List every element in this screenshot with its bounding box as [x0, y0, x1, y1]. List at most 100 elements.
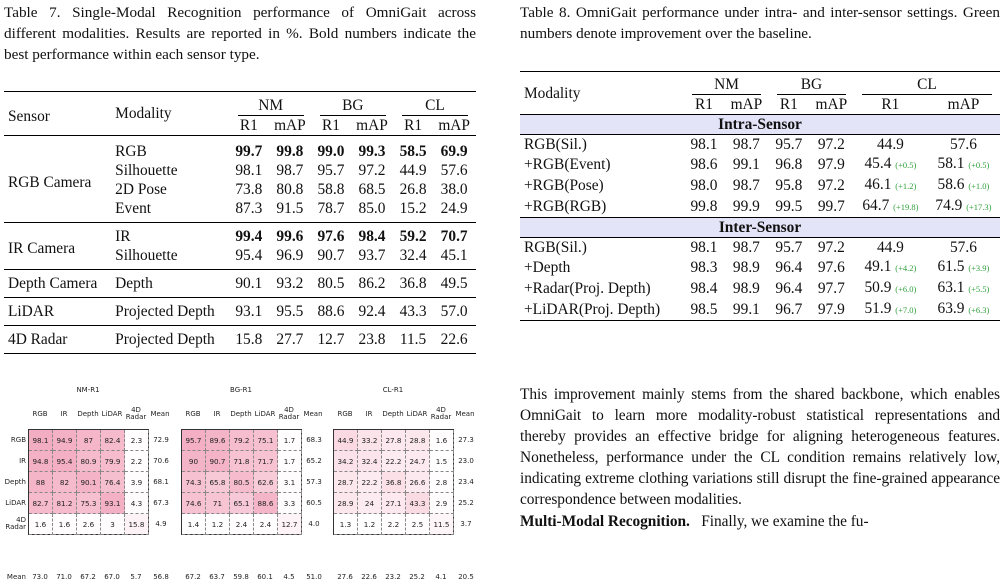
value-cell: 96.7: [768, 299, 809, 321]
value-cell: 63.9 (+6.3): [926, 299, 1000, 321]
bold-value: 99.0: [317, 143, 345, 160]
delta-value: (+7.0): [895, 305, 917, 315]
modality-cell: RGB(Sil.): [524, 136, 587, 153]
bold-value: 58.5: [399, 143, 427, 160]
column-mean: 60.1: [257, 573, 273, 581]
value-cell: 68.5: [358, 181, 386, 198]
value-cell: 97.7: [809, 278, 854, 299]
column-mean: 73.0: [32, 573, 48, 581]
value-cell: 11.5: [393, 325, 433, 354]
modality-cell: +Radar(Proj. Depth): [524, 280, 651, 297]
header-r1: R1: [239, 117, 258, 134]
value-cell: 98.7: [724, 135, 769, 155]
table7: Sensor Modality NM BG CL R1 mAP R1 mAP R1 mAP RGB C…: [4, 91, 476, 354]
heatmap-cell: 95.4: [53, 451, 77, 472]
value: 46.1: [864, 176, 892, 193]
value-cell: 99.9: [724, 196, 769, 218]
header-r1: R1: [779, 96, 798, 113]
row-mean: 23.4: [458, 478, 474, 486]
value-cell: 97.9: [808, 299, 854, 321]
value: 97.2: [817, 136, 845, 153]
value: 97.9: [817, 156, 845, 173]
bold-value: 99.4: [235, 228, 263, 245]
value-cell: 98.7: [276, 162, 304, 179]
value-cell: 46.1 (+1.2): [854, 175, 927, 196]
column-mean: 27.6: [337, 573, 353, 581]
heatmap-cell: 79.2: [230, 430, 254, 451]
column-mean: 63.7: [209, 573, 225, 581]
column-label: 4D Radar: [429, 407, 453, 421]
value: 98.0: [690, 177, 718, 194]
heatmap-cell: 27.8: [382, 430, 406, 451]
value: 57.6: [949, 136, 977, 153]
column-mean: 22.6: [361, 573, 377, 581]
heatmap-cell: 1.2: [206, 514, 230, 535]
value-cell: 93.7: [358, 247, 386, 264]
table8-subheader-row: R1 mAP R1 mAP R1 mAP: [520, 95, 1000, 115]
heatmap-cell: 1.5: [430, 451, 454, 472]
value: 45.4: [864, 155, 892, 172]
column-mean: 67.0: [104, 573, 120, 581]
header-cl-label: CL: [861, 75, 992, 95]
heatmap-cell: 82: [53, 472, 77, 493]
heatmap-cell: 1.2: [358, 514, 382, 535]
value: 61.5: [937, 258, 965, 275]
value-cell: 49.1 (+4.2): [854, 257, 927, 278]
value: 95.8: [775, 177, 803, 194]
value-cell: 50.9 (+6.0): [854, 278, 927, 299]
value-cell: 98.7: [724, 175, 769, 196]
heatmap-cell: 1.6: [430, 430, 454, 451]
column-mean: 5.7: [130, 573, 142, 581]
body-paragraph: This improvement mainly stems from the s…: [520, 384, 1000, 532]
value-cell: 98.9: [724, 278, 769, 299]
heatmap-cell: 94.8: [29, 451, 53, 472]
value: 96.8: [775, 156, 803, 173]
value-cell: 12.7: [311, 325, 351, 354]
value-cell: 98.9: [724, 257, 769, 278]
mean-column-label: Mean: [455, 410, 475, 418]
table-row: 2D Pose 73.8 80.8 58.8 68.5 26.8 38.0: [4, 180, 476, 199]
row-mean: 72.9: [153, 436, 169, 444]
value-cell: 97.2: [358, 162, 386, 179]
modality-cell: +LiDAR(Proj. Depth): [520, 299, 685, 321]
label-part: 4D: [436, 406, 446, 414]
heatmap-cell: 98.1: [29, 430, 53, 451]
value: 96.4: [775, 259, 803, 276]
value: 98.6: [690, 156, 718, 173]
heatmap-cell: 80.9: [77, 451, 101, 472]
value-cell: 80.8: [276, 181, 304, 198]
header-map: mAP: [947, 96, 980, 113]
value: 97.7: [817, 280, 845, 297]
row-label: IR: [19, 457, 26, 465]
heatmap-cell: 11.5: [430, 514, 454, 535]
table7-header-row: Sensor Modality NM BG CL: [4, 91, 476, 136]
row-label: RGB: [10, 436, 26, 444]
sensor-cell: LiDAR: [4, 297, 112, 326]
header-cl: CL: [393, 91, 476, 116]
header-bg: BG: [311, 91, 394, 116]
value-cell: 99.7: [809, 196, 854, 218]
value: 96.4: [775, 280, 803, 297]
row-label: 4D Radar: [2, 517, 26, 531]
heatmap-cell: 2.3: [125, 430, 149, 451]
value-cell: 98.3: [684, 257, 724, 278]
value-cell: 97.6: [809, 257, 854, 278]
label-part: Radar: [430, 413, 452, 421]
value: 74.9: [935, 197, 963, 214]
bold-value: 59.2: [399, 228, 427, 245]
modality-cell: +RGB(RGB): [524, 198, 607, 215]
heatmap-cell: 82.7: [29, 493, 53, 514]
heatmap-cell: 94.9: [53, 430, 77, 451]
heatmap-cell: 93.1: [101, 493, 125, 514]
table-row: +LiDAR(Proj. Depth) 98.5 99.1 96.7 97.9 51.9 …: [520, 299, 1000, 321]
value-cell: 15.2: [399, 200, 427, 217]
value-cell: 98.5: [684, 299, 724, 321]
header-bg-label: BG: [319, 96, 386, 116]
modality-cell: 2D Pose: [115, 181, 167, 198]
heatmap-cell: 28.8: [406, 430, 430, 451]
heatmap-cell: 34.2: [334, 451, 358, 472]
modality-cell: RGB(Sil.): [524, 239, 587, 256]
table-row: IR Camera IR 99.4 99.6 97.6 98.4 59.2 70.7: [4, 222, 476, 270]
bold-value: 69.9: [440, 143, 468, 160]
bold-value: 70.7: [440, 228, 468, 245]
